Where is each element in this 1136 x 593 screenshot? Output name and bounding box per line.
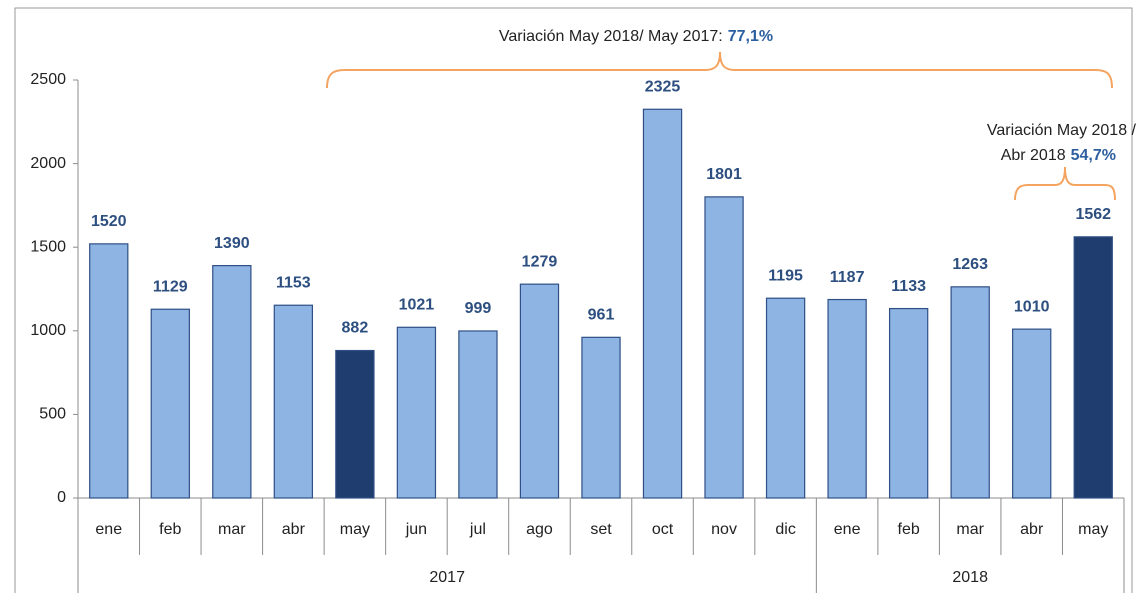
annotation-total: Variación May 2018/ May 2017: 77,1% — [499, 28, 773, 45]
data-label: 1133 — [891, 278, 926, 295]
bar — [704, 196, 744, 499]
bracket-total — [326, 51, 1113, 89]
y-tick-label: 1500 — [30, 238, 66, 255]
bar — [1073, 236, 1113, 499]
x-tick-label: ago — [526, 521, 553, 538]
x-tick-label: ene — [834, 521, 861, 538]
bar — [335, 349, 375, 499]
x-tick-label: may — [1078, 521, 1108, 538]
bar — [519, 283, 560, 499]
x-tick-label: jul — [469, 521, 486, 538]
data-label: 1187 — [830, 269, 865, 286]
bar — [273, 304, 314, 499]
annotation-highlight: 77,1% — [728, 28, 773, 45]
x-tick-label: abr — [1020, 521, 1044, 538]
x-tick-label: ene — [95, 521, 122, 538]
data-label: 1279 — [522, 253, 558, 270]
annotation-text: Abr 2018 — [1001, 147, 1066, 164]
data-label: 1153 — [276, 274, 311, 291]
bar — [950, 286, 990, 499]
x-tick-label: feb — [898, 521, 920, 538]
bar — [458, 330, 498, 499]
bar — [1012, 328, 1052, 499]
data-label: 2325 — [645, 78, 681, 95]
data-label: 882 — [342, 320, 369, 337]
bar — [581, 336, 621, 499]
annotation-highlight: 54,7% — [1071, 147, 1116, 164]
x-tick-label: jun — [405, 521, 427, 538]
x-tick-label: dic — [775, 521, 795, 538]
data-label: 1010 — [1014, 298, 1050, 315]
annotation-month-line2: Abr 2018 54,7% — [1001, 147, 1116, 164]
data-label: 1801 — [706, 166, 742, 183]
y-tick-label: 0 — [57, 489, 66, 506]
y-tick-label: 2500 — [30, 71, 66, 88]
bar — [150, 308, 190, 499]
data-label: 1520 — [91, 213, 127, 230]
x-tick-label: oct — [652, 521, 674, 538]
data-label: 1390 — [214, 235, 250, 252]
x-tick-label: mar — [218, 521, 246, 538]
bar — [212, 264, 252, 499]
y-tick-label: 1000 — [30, 322, 66, 339]
y-tick-label: 500 — [39, 406, 66, 423]
annotation-month-line1: Variación May 2018 / — [987, 122, 1136, 139]
data-label: 999 — [465, 300, 492, 317]
x-tick-label: set — [590, 521, 612, 538]
x-tick-label: may — [340, 521, 370, 538]
bracket-month — [1014, 166, 1116, 201]
bar — [765, 297, 806, 499]
data-label: 1562 — [1075, 206, 1111, 223]
x-tick-label: feb — [159, 521, 181, 538]
data-label: 1129 — [153, 278, 188, 295]
bar — [396, 326, 437, 499]
x-tick-label: nov — [711, 521, 737, 538]
y-tick-label: 2000 — [30, 155, 66, 172]
group-label: 2018 — [952, 569, 988, 586]
bar — [827, 298, 867, 499]
bar — [89, 243, 129, 499]
annotation-text: Variación May 2018/ May 2017: — [499, 28, 723, 45]
data-label: 1021 — [399, 297, 435, 314]
frame — [14, 7, 1133, 593]
bar — [642, 108, 683, 499]
data-label: 961 — [588, 307, 615, 324]
data-label: 1263 — [952, 256, 988, 273]
bar — [888, 307, 929, 499]
x-tick-label: abr — [282, 521, 306, 538]
group-label: 2017 — [429, 569, 465, 586]
x-tick-label: mar — [956, 521, 984, 538]
data-label: 1195 — [768, 267, 803, 284]
